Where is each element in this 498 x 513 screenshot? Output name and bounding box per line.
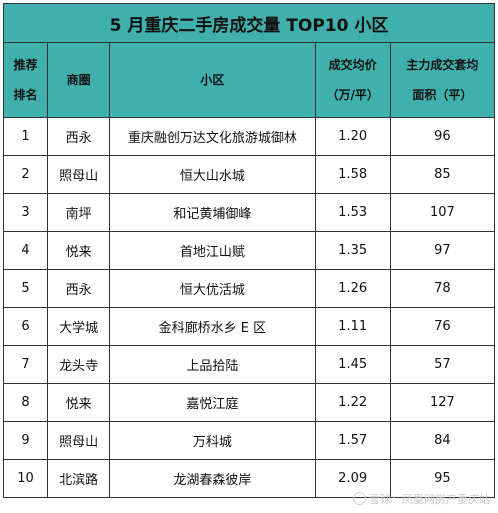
cell-size: 96 <box>389 117 496 156</box>
cell-rank: 8 <box>2 383 49 422</box>
watermark: 雪球：凤凰网房产重庆站 <box>353 491 490 507</box>
cell-area: 悦来 <box>47 383 111 422</box>
cell-area: 西永 <box>47 117 111 156</box>
table-row: 6 大学城 金科廊桥水乡 E 区 1.11 76 <box>2 307 496 346</box>
cell-name: 万科城 <box>109 421 316 460</box>
cell-price: 1.58 <box>314 155 391 194</box>
cell-size: 76 <box>389 307 496 346</box>
table-row: 2 照母山 恒大山水城 1.58 85 <box>2 155 496 194</box>
cell-name: 金科廊桥水乡 E 区 <box>109 307 316 346</box>
cell-rank: 6 <box>2 307 49 346</box>
cell-rank: 7 <box>2 345 49 384</box>
cell-name: 龙湖春森彼岸 <box>109 459 316 498</box>
cell-price: 1.35 <box>314 231 391 270</box>
header-rank-line1: 推荐 <box>13 58 38 72</box>
header-size: 主力成交套均 面积（平） <box>389 42 496 118</box>
cell-size: 97 <box>389 231 496 270</box>
cell-price: 1.45 <box>314 345 391 384</box>
cell-name: 嘉悦江庭 <box>109 383 316 422</box>
header-name: 小区 <box>109 42 316 118</box>
header-size-line1: 主力成交套均 <box>406 58 479 72</box>
table-row: 5 西永 恒大优活城 1.26 78 <box>2 269 496 308</box>
cell-size: 57 <box>389 345 496 384</box>
table-row: 1 西永 重庆融创万达文化旅游城御林 1.20 96 <box>2 117 496 156</box>
header-price: 成交均价 （万/平） <box>314 42 391 118</box>
cell-rank: 2 <box>2 155 49 194</box>
cell-name: 恒大山水城 <box>109 155 316 194</box>
cell-size: 95 <box>389 459 496 498</box>
cell-rank: 1 <box>2 117 49 156</box>
header-price-line2: （万/平） <box>326 88 379 102</box>
header-rank-line2: 排名 <box>13 88 38 102</box>
cell-area: 悦来 <box>47 231 111 270</box>
cell-size: 84 <box>389 421 496 460</box>
table-row: 7 龙头寺 上品拾陆 1.45 57 <box>2 345 496 384</box>
cell-name: 和记黄埔御峰 <box>109 193 316 232</box>
cell-area: 北滨路 <box>47 459 111 498</box>
cell-area: 照母山 <box>47 421 111 460</box>
cell-rank: 10 <box>2 459 49 498</box>
header-row: 推荐 排名 商圈 小区 成交均价 （万/平） 主力成交套均 面积（平） <box>2 42 496 118</box>
cell-rank: 9 <box>2 421 49 460</box>
header-rank: 推荐 排名 <box>2 42 49 118</box>
cell-price: 1.26 <box>314 269 391 308</box>
header-size-line2: 面积（平） <box>412 88 473 102</box>
cell-price: 1.57 <box>314 421 391 460</box>
cell-rank: 3 <box>2 193 49 232</box>
cell-name: 恒大优活城 <box>109 269 316 308</box>
header-price-line1: 成交均价 <box>328 58 377 72</box>
cell-area: 照母山 <box>47 155 111 194</box>
top10-table: 5 月重庆二手房成交量 TOP10 小区 推荐 排名 商圈 小区 成交均价 （万… <box>2 3 496 498</box>
table-body: 1 西永 重庆融创万达文化旅游城御林 1.20 96 2 照母山 恒大山水城 1.58 85 3 南坪… <box>2 117 496 498</box>
cell-name: 上品拾陆 <box>109 345 316 384</box>
cell-price: 1.20 <box>314 117 391 156</box>
table-row: 9 照母山 万科城 1.57 84 <box>2 421 496 460</box>
table-row: 3 南坪 和记黄埔御峰 1.53 107 <box>2 193 496 232</box>
table-row: 8 悦来 嘉悦江庭 1.22 127 <box>2 383 496 422</box>
table-row: 10 北滨路 龙湖春森彼岸 2.09 95 <box>2 459 496 498</box>
cell-name: 首地江山赋 <box>109 231 316 270</box>
header-area: 商圈 <box>47 42 111 118</box>
cell-size: 127 <box>389 383 496 422</box>
title-row: 5 月重庆二手房成交量 TOP10 小区 <box>3 3 495 43</box>
table-title: 5 月重庆二手房成交量 TOP10 小区 <box>3 3 495 43</box>
cell-price: 1.22 <box>314 383 391 422</box>
cell-area: 南坪 <box>47 193 111 232</box>
cell-area: 大学城 <box>47 307 111 346</box>
cell-area: 西永 <box>47 269 111 308</box>
cell-area: 龙头寺 <box>47 345 111 384</box>
table-row: 4 悦来 首地江山赋 1.35 97 <box>2 231 496 270</box>
snowball-icon <box>353 492 366 505</box>
cell-rank: 4 <box>2 231 49 270</box>
cell-rank: 5 <box>2 269 49 308</box>
cell-price: 1.11 <box>314 307 391 346</box>
cell-size: 78 <box>389 269 496 308</box>
watermark-text: 雪球：凤凰网房产重庆站 <box>369 493 490 506</box>
cell-size: 85 <box>389 155 496 194</box>
cell-size: 107 <box>389 193 496 232</box>
cell-name: 重庆融创万达文化旅游城御林 <box>109 117 316 156</box>
cell-price: 1.53 <box>314 193 391 232</box>
